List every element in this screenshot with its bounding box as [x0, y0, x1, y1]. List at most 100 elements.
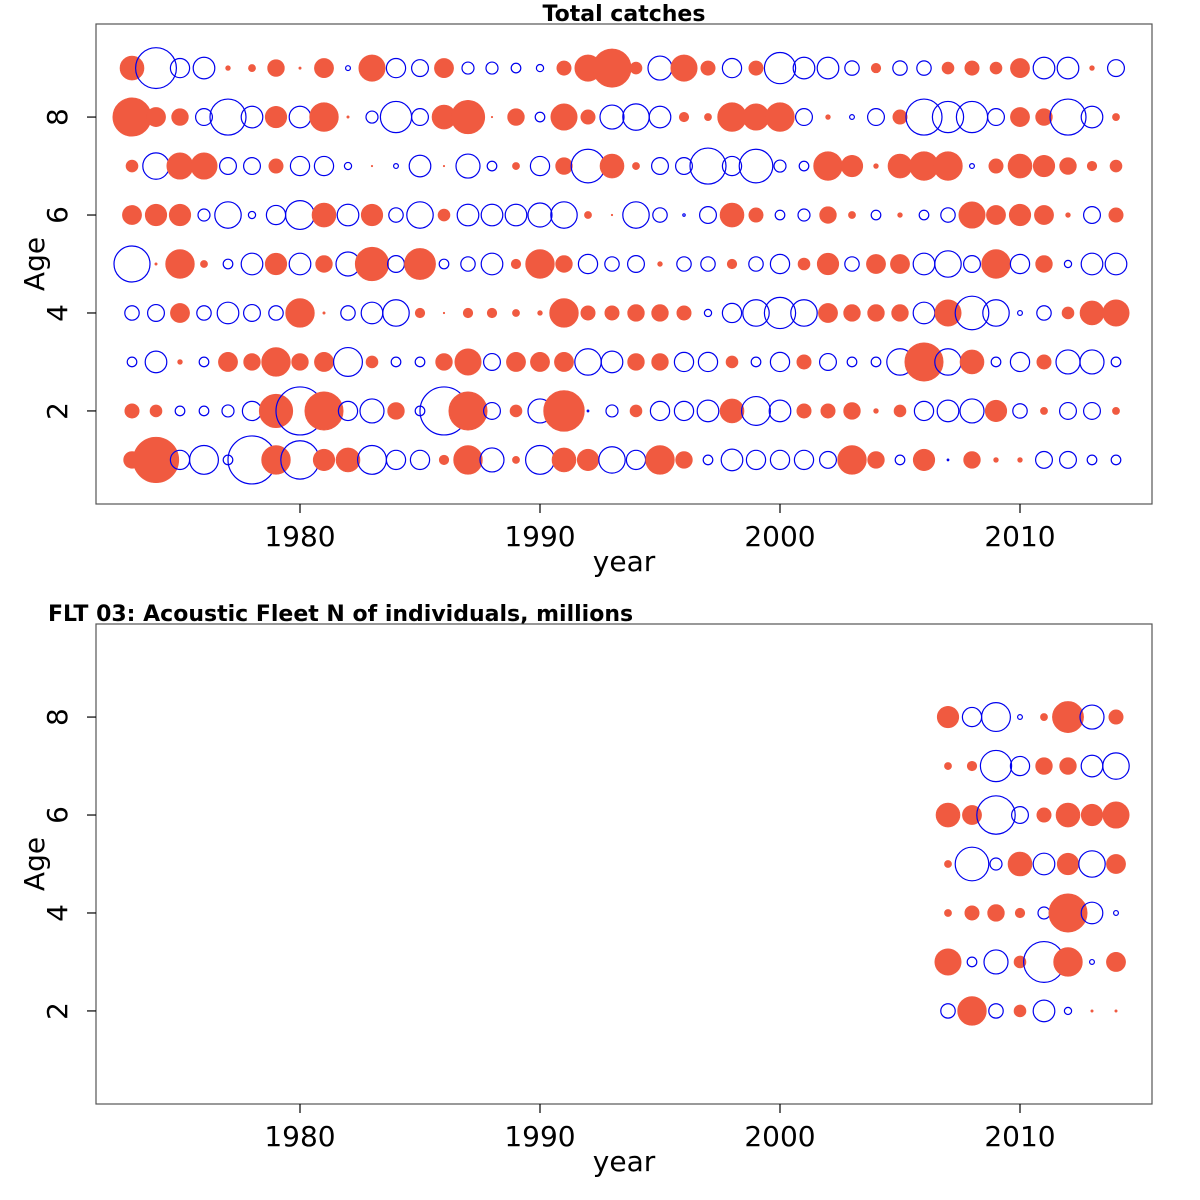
- panel1-bubble-2002-age9: [816, 56, 840, 80]
- panel2-bubble-2013-age8: [1079, 704, 1105, 730]
- panel1-bubble-1974-age9: [135, 47, 178, 90]
- panel1-bubble-2001-age3: [796, 354, 812, 370]
- panel1-bubble-1978-age9: [248, 64, 256, 72]
- panel1-bubble-1989-age5: [510, 258, 522, 270]
- panel1-bubble-1989-age1: [512, 456, 520, 464]
- panel1-bubble-1988-age9: [485, 61, 499, 75]
- panel1-bubble-1996-age4: [676, 305, 692, 321]
- panel1-bubble-2007-age1: [946, 458, 950, 462]
- panel1-bubble-1984-age8: [379, 100, 413, 134]
- panel1-bubble-1983-age3: [365, 355, 379, 369]
- panel1-bubble-1977-age3: [218, 352, 238, 372]
- panel1-bubble-1975-age2: [174, 405, 186, 417]
- panel1-bubble-2004-age4: [867, 304, 885, 322]
- panel2-bubble-2007-age6: [935, 802, 961, 828]
- panel1-bubble-2005-age6: [897, 212, 903, 218]
- panel1-ylabel: Age: [18, 237, 51, 291]
- panel1-bubble-1995-age5: [657, 261, 663, 267]
- panel1-bubble-2003-age1: [837, 445, 867, 475]
- panel1-bubble-1991-age9: [556, 60, 572, 76]
- panel-acoustic-fleet: FLT 03: Acoustic Fleet N of individuals,…: [18, 602, 1153, 1178]
- panel1-bubble-1983-age7: [370, 164, 374, 168]
- panel1-bubble-2010-age9: [1010, 58, 1030, 78]
- panel1-bubble-1991-age3: [554, 352, 574, 372]
- panel1-xtick-label: 2000: [744, 520, 815, 553]
- panel1-bubble-1983-age4: [360, 301, 384, 325]
- panel2-bubble-2009-age5: [989, 857, 1003, 871]
- panel2-bubble-2012-age6: [1055, 802, 1081, 828]
- panel2-bubble-2014-age7: [1102, 752, 1130, 780]
- panel1-xtick-label: 2010: [984, 520, 1055, 553]
- panel2-bubble-2013-age7: [1080, 754, 1104, 778]
- panel1-bubble-1975-age9: [169, 57, 191, 79]
- panel1-bubble-1991-age5: [555, 255, 573, 273]
- panel1-bubble-1975-age6: [168, 203, 192, 227]
- panel1-bubble-1986-age7: [442, 164, 446, 168]
- panel2-bubble-2010-age5: [1007, 851, 1033, 877]
- panel1-bubble-2009-age7: [988, 158, 1004, 174]
- panel1-bubble-2012-age6: [1065, 212, 1071, 218]
- panel1-bubble-2011-age4: [1036, 305, 1052, 321]
- panel1-bubble-2011-age6: [1034, 205, 1054, 225]
- panel1-bubble-2005-age5: [890, 254, 910, 274]
- panel1-bubble-1986-age9: [434, 58, 454, 78]
- panel1-bubble-1994-age2: [629, 404, 643, 418]
- panel1-bubble-1982-age3: [333, 346, 364, 377]
- panel1-bubble-2010-age8: [1010, 107, 1030, 127]
- panel1-bubble-1997-age1: [702, 454, 714, 466]
- panel1-bubble-2002-age4: [818, 303, 838, 323]
- panel2-bubble-2011-age7: [1035, 757, 1053, 775]
- panel1-bubble-1991-age4: [549, 298, 579, 328]
- panel1-bubble-2003-age4: [843, 304, 861, 322]
- panel1-bubble-1975-age4: [170, 303, 190, 323]
- panel1-bubble-1988-age2: [483, 401, 502, 420]
- panel1-bubble-1980-age5: [288, 252, 312, 276]
- panel1-bubble-2013-age8: [1080, 105, 1104, 129]
- panel2-bubble-2008-age2: [957, 996, 987, 1026]
- panel1-bubble-2013-age4: [1079, 300, 1105, 326]
- panel1-bubble-2007-age6: [940, 207, 956, 223]
- panel1-bubble-2012-age4: [1061, 306, 1075, 320]
- panel1-bubble-1999-age9: [748, 60, 764, 76]
- panel1-xtick-label: 1990: [504, 520, 575, 553]
- panel1-bubble-2008-age3: [959, 349, 985, 375]
- panel2-bubble-2011-age8: [1040, 713, 1048, 721]
- panel1-bubble-2011-age9: [1032, 56, 1056, 80]
- panel1-bubble-2000-age1: [769, 449, 791, 471]
- panel1-bubble-1976-age2: [198, 405, 210, 417]
- panel1-bubble-1983-age6: [360, 203, 384, 227]
- panel1-bubble-1999-age3: [750, 356, 762, 368]
- panel1-bubble-1995-age1: [645, 445, 675, 475]
- panel1-bubble-2000-age2: [768, 399, 792, 423]
- panel2-bubble-2009-age2: [988, 1003, 1004, 1019]
- panel1-bubble-1974-age1: [132, 436, 180, 484]
- panel1-bubble-2000-age3: [769, 351, 791, 373]
- panel1-bubble-1978-age4: [243, 303, 262, 322]
- panel1-bubble-1987-age4: [462, 307, 474, 319]
- panel1-bubble-1988-age1: [479, 447, 505, 473]
- panel1-bubble-1990-age4: [537, 310, 543, 316]
- panel1-bubble-1992-age5: [577, 253, 599, 275]
- panel1-bubble-1991-age7: [555, 157, 573, 175]
- panel1-bubble-1982-age4: [340, 305, 356, 321]
- panel1-bubble-1994-age5: [626, 255, 645, 274]
- panel1-bubble-2000-age8: [765, 102, 795, 132]
- panel2-bubble-2010-age8: [1016, 714, 1023, 721]
- panel1-bubble-1974-age4: [147, 303, 166, 322]
- panel1-bubble-1993-age1: [598, 446, 626, 474]
- panel1-bubble-1998-age3: [725, 355, 739, 369]
- panel1-bubble-1973-age5: [113, 245, 151, 283]
- panel1-bubble-1997-age2: [696, 399, 720, 423]
- panel2-bubble-2011-age2: [1032, 999, 1056, 1023]
- panel1-bubble-2002-age2: [820, 403, 836, 419]
- panel1-bubble-1981-age1: [312, 448, 336, 472]
- panel2-bubble-2011-age4: [1037, 906, 1051, 920]
- panel1-bubble-2011-age8: [1035, 108, 1053, 126]
- panel1-bubble-1985-age4: [414, 307, 426, 319]
- panel2-bubble-2010-age2: [1013, 1004, 1027, 1018]
- panel1-bubble-2003-age9: [844, 60, 860, 76]
- panel1-bubble-1987-age1: [453, 445, 483, 475]
- panel1-bubble-2013-age1: [1086, 454, 1098, 466]
- panel2-bubble-2008-age6: [962, 805, 982, 825]
